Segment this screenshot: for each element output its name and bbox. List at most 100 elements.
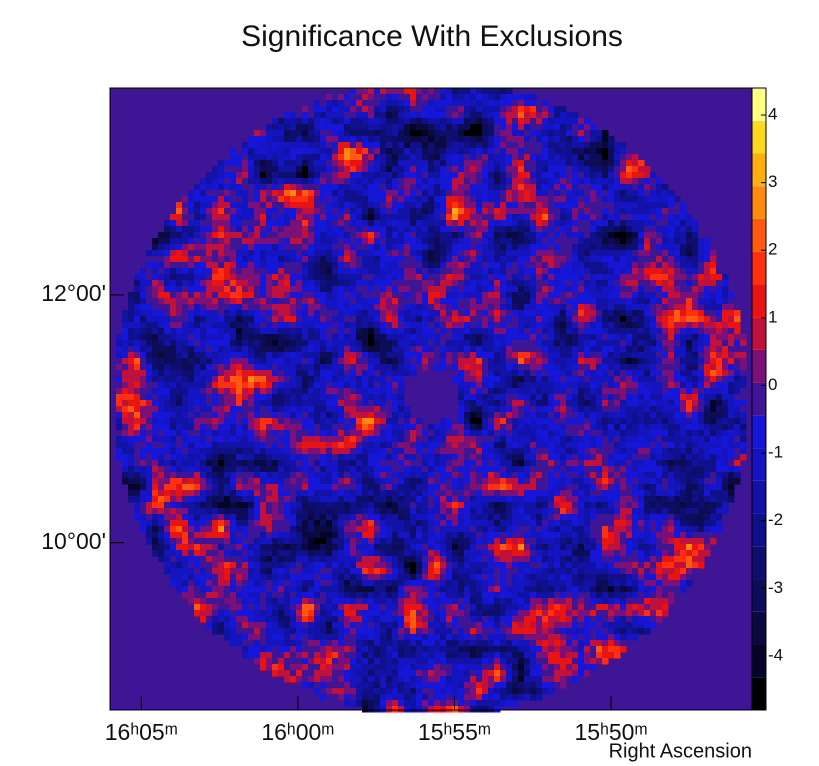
sky-pixel: [152, 334, 159, 341]
sky-pixel: [176, 274, 183, 281]
sky-pixel: [704, 256, 711, 263]
sky-pixel: [608, 334, 615, 341]
sky-pixel: [506, 202, 513, 209]
sky-pixel: [644, 220, 651, 227]
sky-pixel: [656, 364, 663, 371]
sky-pixel: [416, 130, 423, 137]
sky-pixel: [446, 352, 453, 359]
sky-pixel: [296, 184, 303, 191]
sky-pixel: [404, 274, 411, 281]
sky-pixel: [494, 184, 501, 191]
sky-pixel: [242, 376, 249, 383]
sky-pixel: [422, 292, 429, 299]
sky-pixel: [350, 106, 357, 113]
sky-pixel: [620, 214, 627, 221]
sky-pixel: [392, 88, 399, 95]
sky-pixel: [158, 250, 165, 257]
sky-pixel: [344, 334, 351, 341]
sky-pixel: [596, 250, 603, 257]
sky-pixel: [134, 364, 141, 371]
sky-pixel: [506, 328, 513, 335]
sky-pixel: [170, 370, 177, 377]
sky-pixel: [470, 298, 477, 305]
sky-pixel: [614, 346, 621, 353]
sky-pixel: [470, 124, 477, 131]
sky-pixel: [380, 238, 387, 245]
sky-pixel: [290, 142, 297, 149]
sky-pixel: [698, 292, 705, 299]
sky-pixel: [494, 232, 501, 239]
sky-pixel: [698, 358, 705, 365]
sky-pixel: [164, 292, 171, 299]
sky-pixel: [428, 94, 435, 101]
sky-pixel: [524, 238, 531, 245]
sky-pixel: [302, 196, 309, 203]
sky-pixel: [356, 418, 363, 425]
sky-pixel: [416, 322, 423, 329]
sky-pixel: [662, 238, 669, 245]
sky-pixel: [530, 400, 537, 407]
sky-pixel: [716, 316, 723, 323]
sky-pixel: [398, 400, 405, 407]
sky-pixel: [368, 190, 375, 197]
sky-pixel: [704, 304, 711, 311]
sky-pixel: [194, 382, 201, 389]
sky-pixel: [332, 244, 339, 251]
sky-pixel: [404, 100, 411, 107]
sky-pixel: [680, 424, 687, 431]
sky-pixel: [338, 262, 345, 269]
sky-pixel: [584, 346, 591, 353]
sky-pixel: [134, 322, 141, 329]
sky-pixel: [494, 304, 501, 311]
sky-pixel: [626, 328, 633, 335]
sky-pixel: [548, 322, 555, 329]
sky-pixel: [476, 130, 483, 137]
sky-pixel: [218, 286, 225, 293]
sky-pixel: [536, 208, 543, 215]
sky-pixel: [638, 424, 645, 431]
sky-pixel: [392, 430, 399, 437]
sky-pixel: [206, 304, 213, 311]
sky-pixel: [602, 406, 609, 413]
sky-pixel: [272, 400, 279, 407]
sky-pixel: [410, 226, 417, 233]
sky-pixel: [350, 232, 357, 239]
sky-pixel: [584, 274, 591, 281]
sky-pixel: [314, 292, 321, 299]
sky-pixel: [392, 208, 399, 215]
sky-pixel: [458, 244, 465, 251]
sky-pixel: [584, 124, 591, 131]
sky-pixel: [416, 100, 423, 107]
sky-pixel: [380, 142, 387, 149]
sky-pixel: [596, 424, 603, 431]
sky-pixel: [212, 382, 219, 389]
sky-pixel: [482, 220, 489, 227]
sky-pixel: [326, 190, 333, 197]
sky-pixel: [260, 280, 267, 287]
sky-pixel: [254, 136, 261, 143]
sky-pixel: [542, 208, 549, 215]
sky-pixel: [560, 358, 567, 365]
sky-pixel: [296, 232, 303, 239]
sky-pixel: [596, 160, 603, 167]
sky-pixel: [242, 214, 249, 221]
sky-pixel: [332, 370, 339, 377]
sky-pixel: [734, 382, 741, 389]
sky-pixel: [362, 424, 369, 431]
sky-pixel: [470, 268, 477, 275]
sky-pixel: [368, 106, 375, 113]
sky-pixel: [368, 376, 375, 383]
sky-pixel: [278, 352, 285, 359]
sky-pixel: [458, 334, 465, 341]
sky-pixel: [632, 358, 639, 365]
sky-pixel: [164, 334, 171, 341]
sky-pixel: [140, 304, 147, 311]
sky-pixel: [260, 142, 267, 149]
sky-pixel: [362, 232, 369, 239]
sky-pixel: [266, 232, 273, 239]
sky-pixel: [326, 220, 333, 227]
sky-pixel: [350, 130, 357, 137]
sky-pixel: [362, 196, 369, 203]
sky-pixel: [302, 142, 309, 149]
sky-pixel: [272, 418, 279, 425]
